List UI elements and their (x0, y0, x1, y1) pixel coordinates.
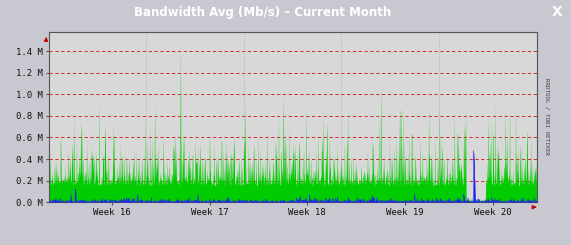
Text: X: X (552, 5, 562, 19)
Text: Bandwidth Avg (Mb/s) – Current Month: Bandwidth Avg (Mb/s) – Current Month (134, 6, 391, 19)
Text: RRDTOOL / TOBI OETIKER: RRDTOOL / TOBI OETIKER (545, 78, 549, 156)
